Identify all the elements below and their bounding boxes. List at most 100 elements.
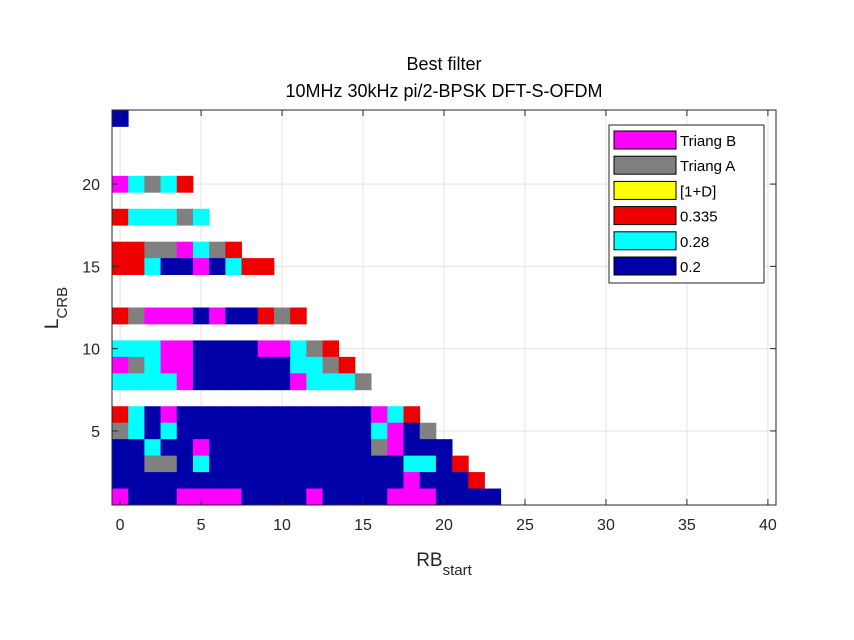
legend-swatch <box>613 231 677 251</box>
heatmap-cell <box>209 258 226 275</box>
heatmap-cell <box>144 455 161 473</box>
heatmap-cell <box>160 241 178 259</box>
heatmap-cell <box>160 439 178 457</box>
heatmap-cell <box>225 406 242 424</box>
y-axis-label-main: L <box>42 319 63 330</box>
heatmap-cell <box>306 422 323 440</box>
heatmap-cell <box>209 472 226 489</box>
heatmap-cell <box>144 175 161 193</box>
heatmap-cell <box>257 373 275 391</box>
heatmap-cell <box>290 356 307 374</box>
heatmap-cell <box>387 439 404 457</box>
heatmap-cell <box>435 439 453 457</box>
heatmap-cell <box>160 406 178 424</box>
x-tick-label: 10 <box>273 517 291 534</box>
heatmap-cell <box>176 373 194 391</box>
heatmap-cell <box>192 472 210 489</box>
heatmap-cell <box>306 373 323 391</box>
heatmap-cell <box>209 340 226 358</box>
heatmap-cell <box>403 422 421 440</box>
heatmap-cell <box>387 472 404 489</box>
heatmap-cell <box>176 439 194 457</box>
legend-label: Triang A <box>680 158 735 175</box>
heatmap-cell <box>257 472 275 489</box>
heatmap-cell <box>273 307 291 325</box>
heatmap-cell <box>257 439 275 457</box>
heatmap-cell <box>209 488 226 506</box>
heatmap-cell <box>160 422 178 440</box>
heatmap-cell <box>112 208 129 226</box>
heatmap-cell <box>241 356 259 374</box>
heatmap-cell <box>128 208 145 226</box>
heatmap-cell <box>354 472 372 489</box>
y-tick-label: 15 <box>82 259 100 276</box>
heatmap-cell <box>322 373 340 391</box>
heatmap-cell <box>306 472 323 489</box>
chart-title: Best filter <box>406 54 481 74</box>
heatmap-cell <box>371 472 388 489</box>
heatmap-cell <box>128 488 145 506</box>
heatmap-cell <box>144 258 161 275</box>
x-tick-label: 15 <box>354 517 372 534</box>
heatmap-cell <box>160 373 178 391</box>
heatmap-cell <box>176 175 194 193</box>
heatmap-cell <box>128 307 145 325</box>
heatmap-cell <box>128 373 145 391</box>
heatmap-cell <box>112 472 129 489</box>
heatmap-cell <box>160 307 178 325</box>
heatmap-cell <box>176 422 194 440</box>
heatmap-cell <box>273 472 291 489</box>
heatmap-cell <box>468 488 485 506</box>
heatmap-cell <box>144 208 161 226</box>
x-tick-label: 20 <box>435 517 453 534</box>
heatmap-cell <box>192 406 210 424</box>
heatmap-cell <box>468 472 485 489</box>
heatmap-cell <box>176 488 194 506</box>
heatmap-cell <box>290 307 307 325</box>
heatmap-cell <box>176 472 194 489</box>
heatmap-cell <box>225 439 242 457</box>
axis-ticks: 0 5 10 15 20 25 30 35 40 5 10 15 20 <box>82 110 777 534</box>
heatmap-cell <box>112 422 129 440</box>
heatmap-cell <box>241 439 259 457</box>
heatmap-cell <box>160 258 178 275</box>
heatmap-cell <box>209 307 226 325</box>
heatmap-cell <box>176 340 194 358</box>
heatmap-cell <box>176 208 194 226</box>
heatmap-cell <box>257 455 275 473</box>
heatmap-cell <box>322 439 340 457</box>
heatmap-cell <box>290 488 307 506</box>
heatmap-cell <box>209 455 226 473</box>
heatmap-cell <box>419 439 437 457</box>
heatmap-cell <box>403 455 421 473</box>
heatmap-cell <box>322 455 340 473</box>
heatmap-cell <box>371 422 388 440</box>
heatmap-cell <box>225 422 242 440</box>
heatmap-cell <box>128 455 145 473</box>
heatmap-cell <box>419 422 437 440</box>
heatmap-cell <box>241 258 259 275</box>
heatmap-cell <box>387 488 404 506</box>
x-tick-label: 5 <box>197 517 206 534</box>
heatmap-cell <box>257 356 275 374</box>
heatmap-cell <box>192 439 210 457</box>
heatmap-cell <box>306 340 323 358</box>
heatmap-cell <box>128 406 145 424</box>
heatmap-cell <box>112 406 129 424</box>
heatmap-cell <box>176 258 194 275</box>
heatmap-cell <box>338 422 356 440</box>
heatmap-cell <box>176 455 194 473</box>
heatmap-cell <box>225 455 242 473</box>
heatmap-cell <box>241 340 259 358</box>
heatmap-cell <box>128 258 145 275</box>
heatmap-cell <box>209 356 226 374</box>
heatmap-cell <box>192 241 210 259</box>
legend-label: [1+D] <box>680 183 716 200</box>
heatmap-cell <box>241 488 259 506</box>
heatmap-cell <box>257 307 275 325</box>
heatmap-cell <box>306 488 323 506</box>
heatmap-cell <box>209 241 226 259</box>
heatmap-cell <box>387 406 404 424</box>
heatmap-cell <box>144 406 161 424</box>
heatmap-cell <box>176 406 194 424</box>
